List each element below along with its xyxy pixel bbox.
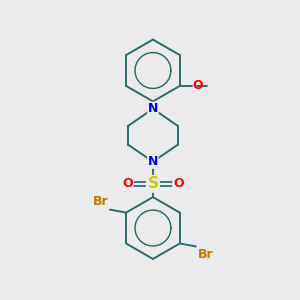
Text: N: N [148,155,158,168]
Text: O: O [192,80,203,92]
Text: Br: Br [93,195,109,208]
Text: Br: Br [197,248,213,261]
Text: O: O [173,177,184,190]
Text: S: S [147,176,158,191]
Text: N: N [148,102,158,115]
Text: O: O [122,177,133,190]
